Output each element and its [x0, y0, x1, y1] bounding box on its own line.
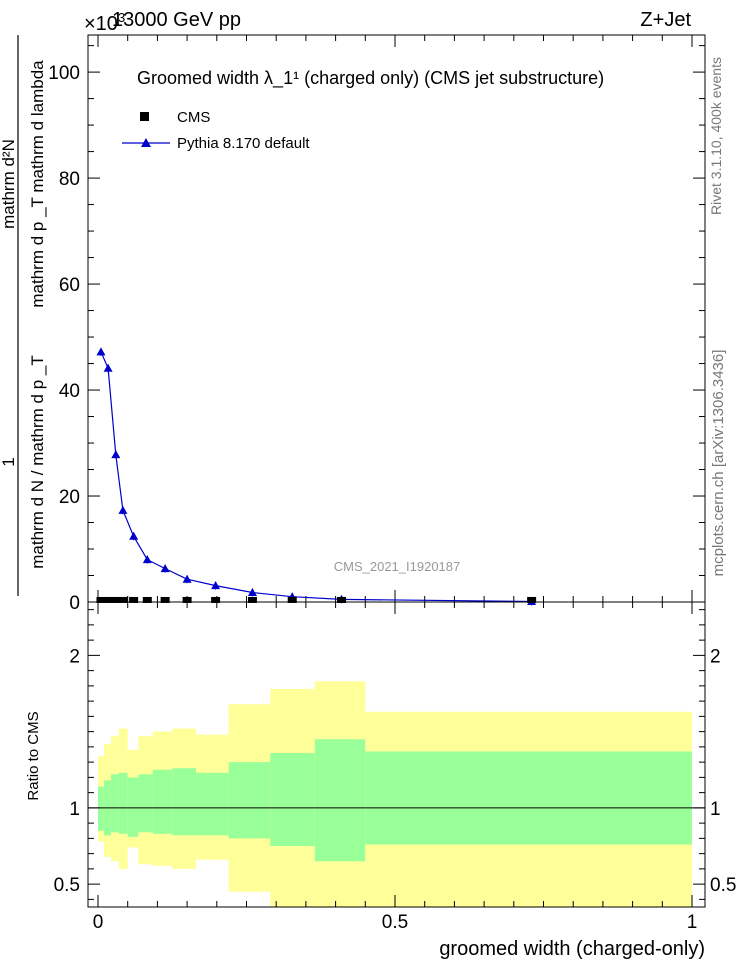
- cms-point: [182, 596, 192, 603]
- cms-point: [160, 596, 170, 603]
- cms-point: [118, 596, 128, 603]
- mc-point: [247, 587, 257, 596]
- cms-point: [527, 596, 537, 603]
- legend-cms-label: CMS: [177, 109, 210, 126]
- cms-point: [129, 596, 139, 603]
- ratio-inner-band: [138, 774, 153, 833]
- ratio-bands: [98, 681, 692, 907]
- ratio-inner-band: [98, 786, 104, 831]
- ratio-ytick-label: 2: [69, 646, 80, 667]
- ratio-ytick-label: 0.5: [54, 875, 80, 896]
- mc-point: [111, 450, 121, 459]
- cms-point: [247, 596, 257, 603]
- mc-series-line: [100, 351, 532, 603]
- main-series: [96, 347, 537, 606]
- legend-mc-label: Pythia 8.170 default: [177, 135, 310, 152]
- cms-point: [337, 596, 347, 603]
- mc-point: [160, 564, 170, 573]
- cms-point: [111, 596, 121, 603]
- ratio-ticks: 0.5 0.5 1 1 2 2 0 0.5 1: [54, 602, 736, 933]
- cms-point: [96, 596, 106, 603]
- rivet-text: Rivet 3.1.10, 400k events: [708, 57, 724, 215]
- xtick-label: 0.5: [382, 912, 408, 933]
- legend-title: Groomed width λ_1¹ (charged only) (CMS j…: [137, 68, 604, 89]
- ratio-ytick-label-right: 0.5: [710, 875, 736, 896]
- ratio-frame: [87, 601, 706, 908]
- ylabel-right-numerator: mathrm d²N: [0, 139, 18, 229]
- exponent-prefix: ×103: [84, 10, 125, 35]
- mc-point: [96, 347, 106, 356]
- mcplots-text: mcplots.cern.ch [arXiv:1306.3436]: [710, 350, 727, 577]
- analysis-id: CMS_2021_I1920187: [334, 559, 461, 574]
- ratio-inner-band: [228, 762, 271, 839]
- ratio-inner-band: [314, 739, 366, 862]
- header-left: 13000 GeV pp: [112, 9, 241, 31]
- header-right: Z+Jet: [640, 9, 691, 31]
- ylabel-numerator: 1: [0, 457, 18, 466]
- mc-point: [211, 581, 221, 590]
- ratio-inner-band: [152, 769, 173, 834]
- legend-mc-marker: [141, 138, 151, 147]
- main-ticks: 0 20 40 60 80 100: [48, 35, 705, 614]
- legend: Groomed width λ_1¹ (charged only) (CMS j…: [122, 68, 604, 152]
- main-ytick-label: 40: [59, 381, 80, 402]
- ratio-inner-band: [111, 774, 119, 833]
- mc-point: [103, 363, 113, 372]
- mc-point: [118, 505, 128, 514]
- main-ytick-label: 100: [48, 63, 80, 84]
- mc-point: [182, 574, 192, 583]
- main-panel: 0 20 40 60 80 100 CMS_2021_I1920187 Groomed w…: [48, 34, 706, 614]
- cms-point: [103, 596, 113, 603]
- ratio-inner-band: [270, 752, 315, 846]
- ylabel-right-denominator: mathrm d p _T mathrm d lambda: [28, 60, 47, 308]
- main-ylabel: 1 mathrm d N / mathrm d p _T mathrm d²N …: [0, 35, 47, 596]
- ratio-inner-band: [127, 777, 139, 837]
- main-ytick-label: 80: [59, 169, 80, 190]
- ratio-inner-band: [365, 751, 692, 845]
- ylabel-denominator: mathrm d N / mathrm d p _T: [28, 355, 47, 569]
- ratio-ylabel: Ratio to CMS: [25, 711, 42, 800]
- main-ytick-label: 20: [59, 487, 80, 508]
- ratio-inner-band: [118, 772, 128, 834]
- main-ytick-label: 0: [69, 593, 80, 614]
- cms-point: [142, 596, 152, 603]
- mc-point: [129, 531, 139, 540]
- cms-point: [287, 596, 297, 603]
- main-ytick-label: 60: [59, 275, 80, 296]
- mc-point: [142, 555, 152, 564]
- xtick-label: 0: [93, 912, 104, 933]
- ratio-ytick-label-right: 1: [710, 799, 721, 820]
- legend-cms-marker: [140, 112, 149, 121]
- ratio-inner-band: [172, 768, 197, 836]
- exponent-value: 3: [118, 10, 125, 25]
- ratio-panel: 0.5 0.5 1 1 2 2 0 0.5 1 Ratio to CMS groomed wid…: [25, 601, 736, 960]
- xtick-label: 1: [687, 912, 698, 933]
- ratio-ytick-label: 1: [69, 799, 80, 820]
- ratio-inner-band: [196, 772, 229, 836]
- xlabel: groomed width (charged-only): [439, 938, 705, 960]
- ratio-ytick-label-right: 2: [710, 646, 721, 667]
- cms-point: [211, 596, 221, 603]
